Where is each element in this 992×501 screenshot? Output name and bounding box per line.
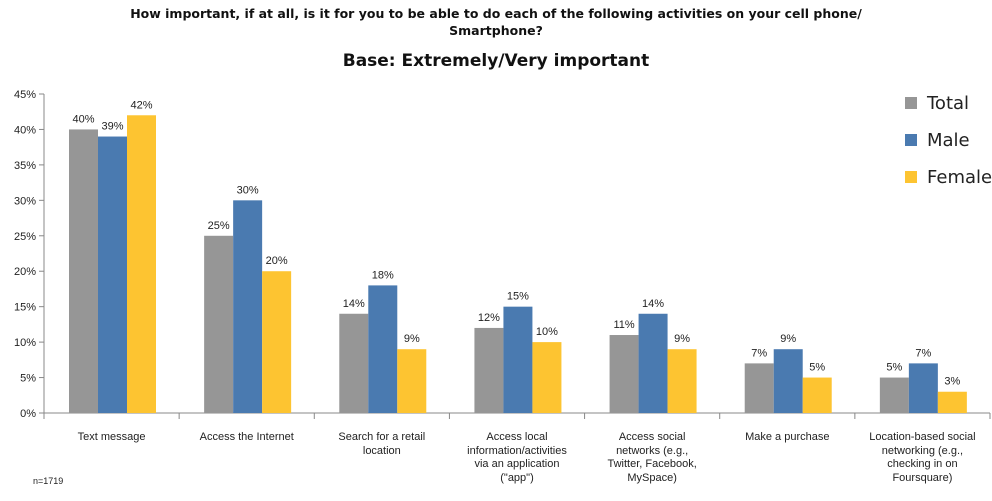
x-category-label-line: MySpace) bbox=[627, 471, 677, 484]
y-tick-label: 45% bbox=[14, 89, 36, 101]
data-label: 10% bbox=[536, 326, 558, 338]
data-label: 14% bbox=[343, 298, 365, 310]
data-label: 20% bbox=[266, 255, 288, 267]
data-label: 18% bbox=[372, 269, 394, 281]
x-category-label: Access social networks (e.g., Twitter, Fac… bbox=[587, 431, 717, 485]
x-category-label-line: Text message bbox=[77, 431, 146, 443]
x-category-label-line: Foursquare) bbox=[892, 471, 953, 484]
x-category-label: Search for a retail location bbox=[317, 431, 447, 458]
y-tick-label: 40% bbox=[14, 124, 36, 136]
x-category-label-line: Location-based social bbox=[869, 431, 976, 443]
bar-female bbox=[127, 115, 156, 414]
bar-female bbox=[397, 349, 427, 413]
legend-item-total: Total bbox=[905, 91, 969, 115]
data-label: 11% bbox=[613, 319, 634, 331]
bar-female bbox=[937, 391, 967, 413]
data-label: 5% bbox=[886, 362, 902, 374]
bar-male bbox=[233, 200, 263, 413]
legend-swatch bbox=[905, 171, 917, 183]
x-category-label-line: information/activities bbox=[467, 444, 567, 457]
legend-label: Male bbox=[927, 129, 970, 151]
y-tick-label: 5% bbox=[20, 373, 36, 385]
x-category-label: Location-based social networking (e.g., ch… bbox=[857, 431, 987, 485]
data-label: 5% bbox=[809, 362, 825, 374]
data-label: 40% bbox=[72, 113, 94, 125]
legend-item-male: Male bbox=[905, 128, 970, 152]
bar-female bbox=[532, 342, 562, 413]
data-label: 30% bbox=[237, 184, 259, 196]
x-category-label-line: location bbox=[362, 444, 401, 457]
bar-female bbox=[667, 349, 697, 413]
bar-female bbox=[802, 377, 832, 413]
legend-item-female: Female bbox=[905, 165, 992, 189]
bar-male bbox=[773, 349, 803, 413]
x-category-label-line: Access local bbox=[486, 431, 548, 443]
x-category-label-line: via an application bbox=[474, 458, 560, 470]
data-label: 7% bbox=[751, 347, 767, 359]
data-label: 9% bbox=[404, 333, 420, 345]
x-category-label: Access the Internet bbox=[182, 431, 312, 445]
y-tick-label: 10% bbox=[14, 337, 36, 349]
bar-total bbox=[474, 327, 504, 413]
x-category-label-line: networks (e.g., bbox=[616, 444, 689, 457]
bar-total bbox=[339, 313, 369, 413]
x-category-label-line: checking in on bbox=[887, 458, 958, 470]
bar-total bbox=[204, 235, 234, 413]
chart-title: How important, if at all, is it for you … bbox=[0, 5, 992, 39]
x-category-label-line: Twitter, Facebook, bbox=[607, 458, 697, 470]
data-label: 3% bbox=[944, 376, 960, 388]
legend-label: Female bbox=[927, 166, 992, 188]
bar-male bbox=[638, 313, 668, 413]
bar-total bbox=[69, 129, 98, 413]
bar-male bbox=[908, 363, 938, 413]
bar-male bbox=[368, 285, 398, 413]
legend-label: Total bbox=[927, 92, 970, 114]
data-label: 15% bbox=[507, 291, 529, 303]
x-category-label-line: networking (e.g., bbox=[881, 444, 964, 457]
data-label: 7% bbox=[915, 347, 931, 359]
y-tick-label: 15% bbox=[14, 302, 36, 314]
legend-swatch bbox=[905, 97, 917, 109]
x-category-label: Access local information/activities via an… bbox=[452, 431, 582, 485]
data-label: 9% bbox=[674, 333, 690, 345]
data-label: 14% bbox=[642, 298, 664, 310]
bar-total bbox=[609, 335, 639, 413]
sample-size-note: n=1719 bbox=[33, 476, 64, 486]
chart-title-line: Smartphone? bbox=[449, 23, 543, 38]
y-tick-label: 35% bbox=[14, 160, 36, 172]
y-tick-label: 25% bbox=[14, 231, 36, 243]
y-tick-label: 20% bbox=[14, 266, 36, 278]
legend-swatch bbox=[905, 134, 917, 146]
x-category-label-line: Search for a retail bbox=[338, 431, 426, 443]
data-label: 12% bbox=[478, 312, 500, 324]
y-tick-label: 30% bbox=[14, 195, 36, 207]
data-label: 25% bbox=[208, 220, 230, 232]
bar-male bbox=[503, 306, 533, 413]
x-category-label-line: ("app") bbox=[500, 471, 534, 484]
data-label: 39% bbox=[101, 121, 123, 133]
chart-title-line: How important, if at all, is it for you … bbox=[130, 6, 862, 21]
x-category-label-line: Access social bbox=[618, 431, 686, 443]
bar-total bbox=[879, 377, 909, 413]
x-category-label: Text message bbox=[47, 431, 177, 445]
x-category-label-line: Access the Internet bbox=[199, 431, 294, 443]
chart-subtitle: Base: Extremely/Very important bbox=[342, 51, 650, 71]
x-category-label: Make a purchase bbox=[722, 431, 852, 445]
bar-male bbox=[98, 136, 127, 414]
bar-female bbox=[262, 271, 292, 413]
data-label: 9% bbox=[780, 333, 796, 345]
bar-total bbox=[744, 363, 774, 413]
y-tick-label: 0% bbox=[20, 408, 36, 420]
data-label: 42% bbox=[130, 99, 152, 111]
x-category-label-line: Make a purchase bbox=[745, 431, 830, 443]
